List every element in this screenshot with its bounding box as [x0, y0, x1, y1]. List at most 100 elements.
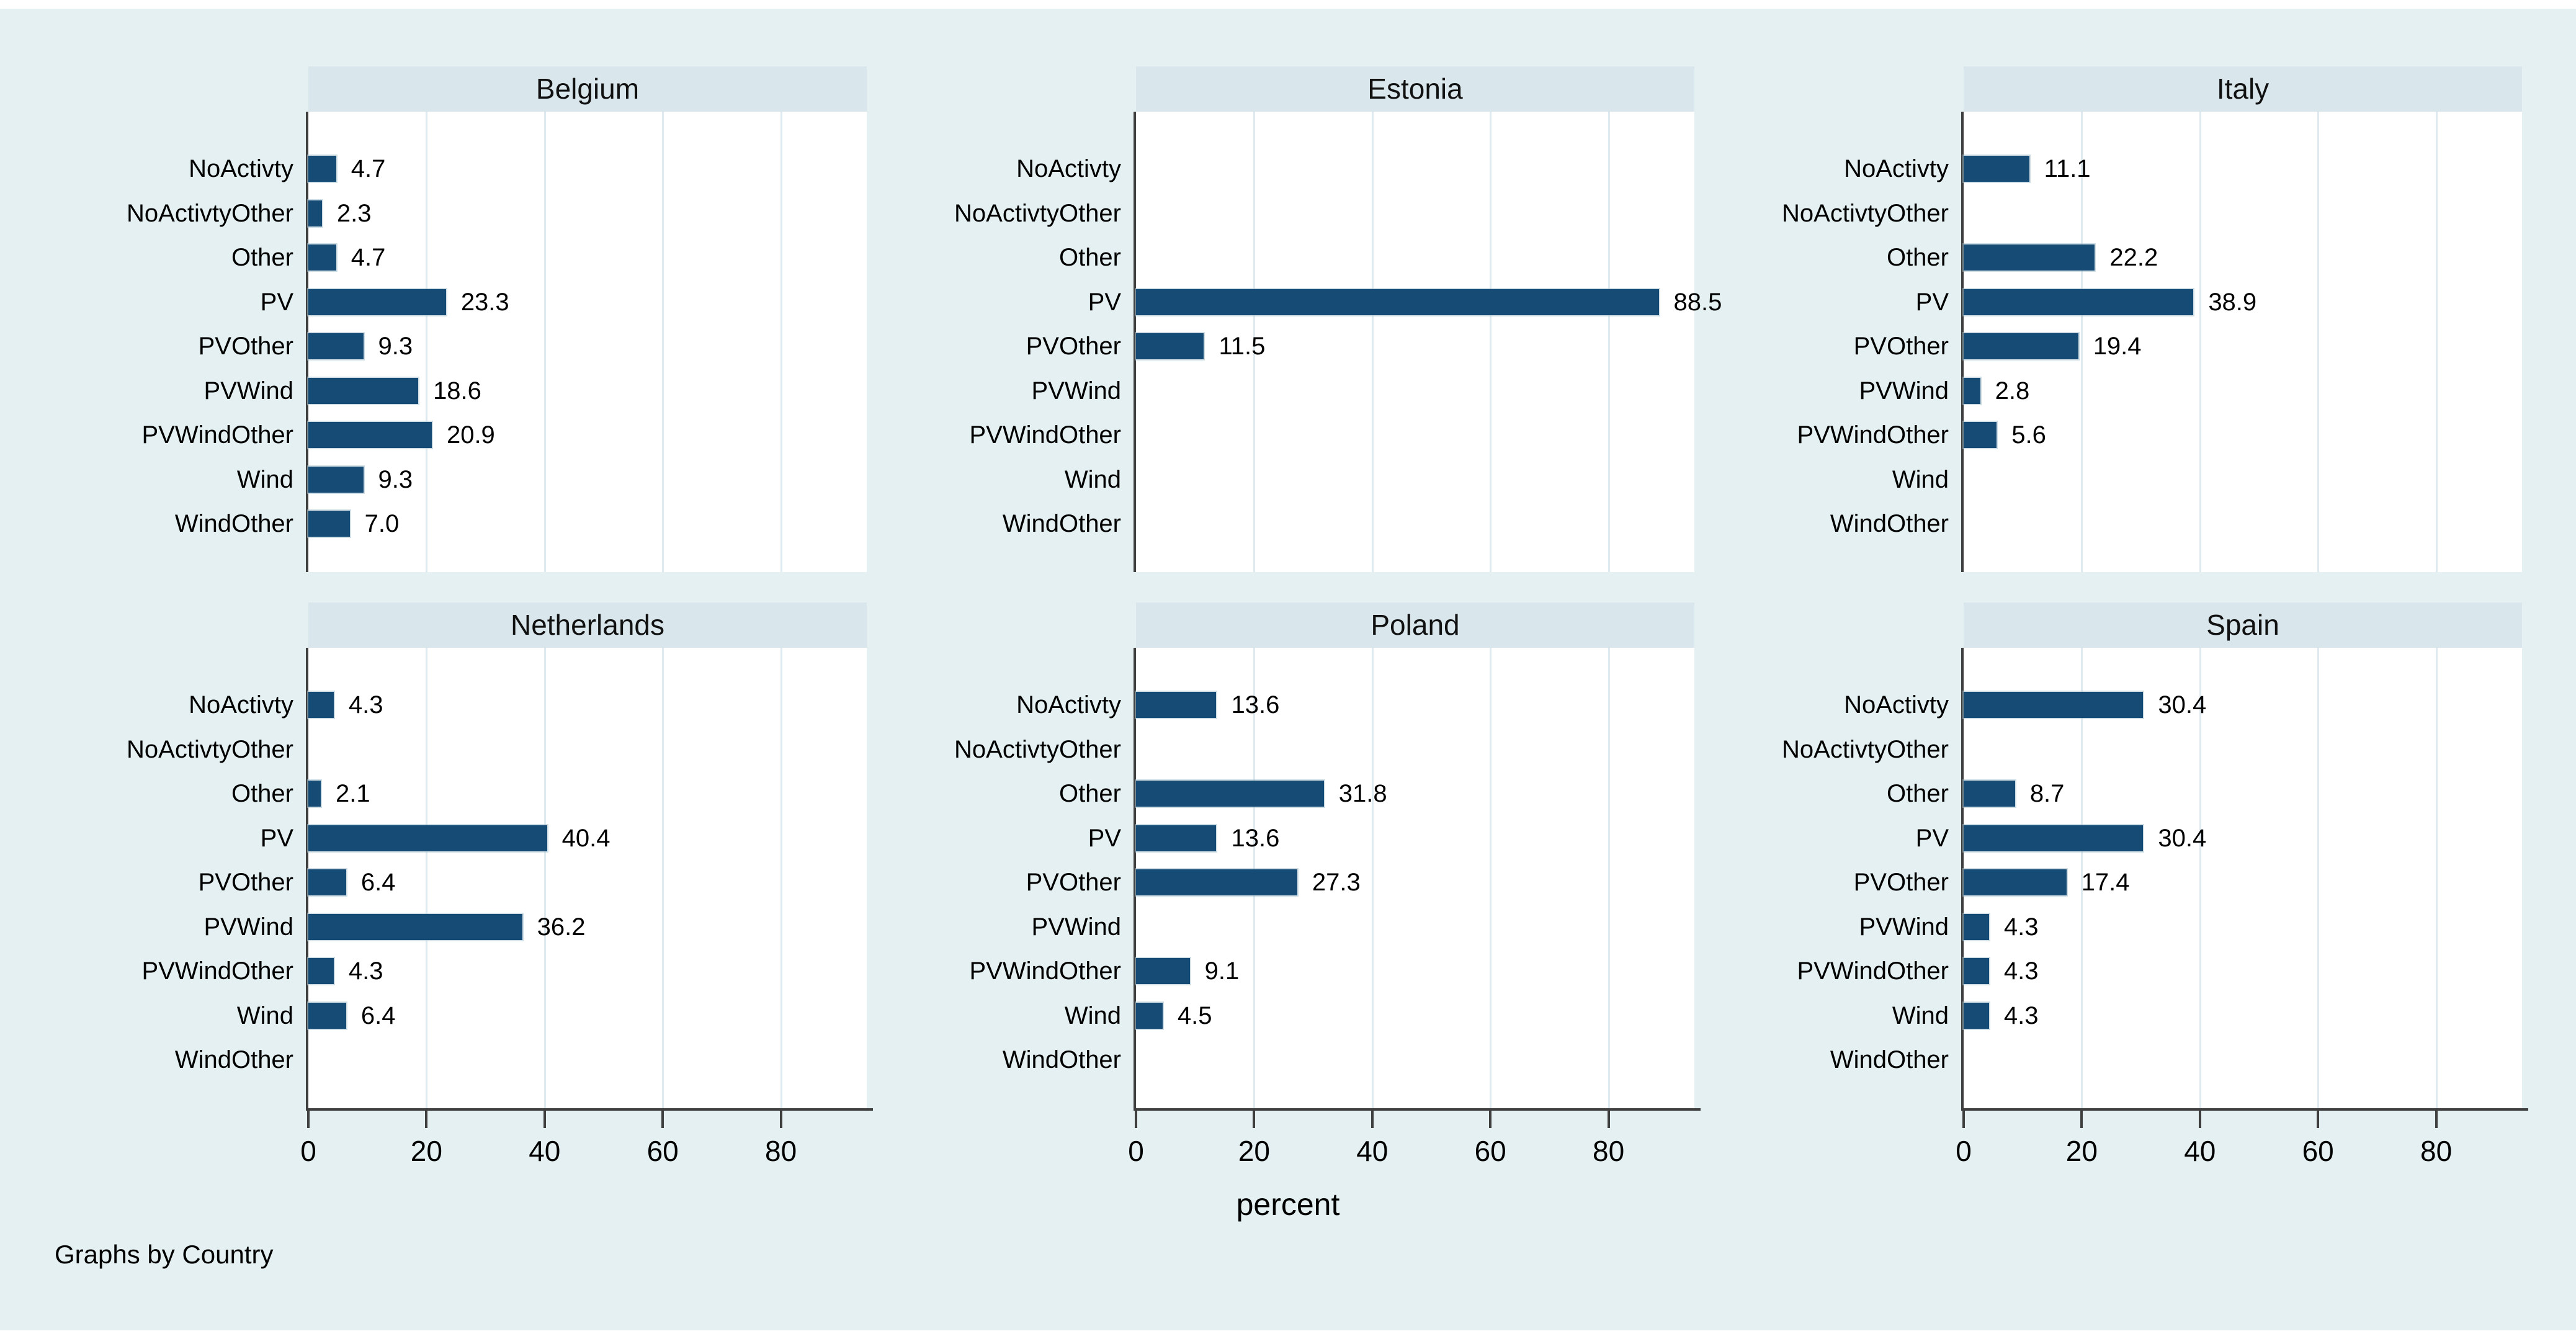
category-label: PVWindOther [1797, 421, 1949, 449]
value-label: 18.6 [433, 377, 481, 405]
category-label: PVOther [1026, 333, 1121, 360]
bar [308, 466, 364, 493]
value-label: 9.1 [1204, 957, 1240, 985]
gridline [780, 112, 782, 572]
x-axis-title: percent [1236, 1187, 1340, 1222]
graphs-by-note: Graphs by Country [55, 1240, 274, 1269]
x-tick-label: 80 [1593, 1135, 1625, 1167]
value-label: 88.5 [1673, 288, 1722, 316]
category-label: PV [1915, 288, 1949, 316]
x-tick-label: 40 [529, 1135, 561, 1167]
x-tick-label: 20 [2065, 1135, 2098, 1167]
bar [308, 333, 364, 359]
category-label: PV [1088, 824, 1121, 852]
category-label: PVWind [203, 913, 294, 941]
y-axis-line [1134, 648, 1136, 1108]
gridline [1490, 112, 1492, 572]
category-label: WindOther [174, 510, 293, 537]
y-axis-line [306, 648, 308, 1108]
value-label: 2.8 [1995, 377, 2030, 405]
gridline [2081, 648, 2083, 1108]
category-label: Wind [1892, 1001, 1949, 1029]
value-label: 5.6 [2011, 421, 2046, 449]
category-label: Wind [1064, 1001, 1121, 1029]
category-label: PVWind [203, 377, 294, 405]
value-label: 7.0 [364, 510, 400, 537]
x-axis-line [1961, 1108, 2528, 1111]
bar [308, 781, 321, 807]
panel-title: Italy [1964, 66, 2522, 112]
value-label: 8.7 [2029, 780, 2065, 807]
plot-area: NoActivty NoActivtyOther Other PV 88.5 PVOthe… [954, 112, 1722, 572]
value-label: 20.9 [446, 421, 495, 449]
gridline [2317, 112, 2320, 572]
gridline [2081, 112, 2083, 572]
category-label: Other [231, 780, 293, 807]
x-axis-line [1134, 1108, 1701, 1111]
bar [1136, 958, 1190, 984]
x-tick [307, 1111, 310, 1128]
gridline [2435, 112, 2438, 572]
bar [308, 958, 334, 984]
panel-title: Netherlands [308, 603, 867, 648]
category-label: NoActivty [1016, 691, 1121, 719]
panel-title: Belgium [308, 66, 867, 112]
value-label: 30.4 [2158, 824, 2207, 852]
category-label: Other [1886, 244, 1949, 271]
x-tick [1489, 1111, 1492, 1128]
category-label: NoActivtyOther [127, 735, 293, 763]
x-tick-label: 60 [2302, 1135, 2334, 1167]
gridline [1371, 112, 1374, 572]
value-label: 4.3 [348, 691, 383, 719]
x-tick [543, 1111, 546, 1128]
x-axis-line [306, 1108, 873, 1111]
x-tick-label: 60 [1474, 1135, 1506, 1167]
category-label: NoActivty [189, 155, 293, 182]
x-tick [1135, 1111, 1137, 1128]
value-label: 4.3 [2003, 913, 2039, 941]
x-tick [425, 1111, 428, 1128]
bar [1136, 869, 1297, 895]
value-label: 13.6 [1231, 691, 1280, 719]
value-label: 31.8 [1338, 780, 1387, 807]
category-label: WindOther [174, 1046, 293, 1073]
category-label: PVOther [1853, 869, 1949, 896]
category-label: NoActivty [1844, 691, 1949, 719]
gridline [426, 648, 428, 1108]
value-label: 4.5 [1177, 1001, 1212, 1029]
x-tick [2198, 1111, 2201, 1128]
category-label: PVWindOther [969, 957, 1121, 985]
x-tick-label: 80 [2420, 1135, 2453, 1167]
bar [308, 511, 350, 537]
bar [1964, 1002, 1989, 1029]
y-axis-line [1961, 648, 1964, 1108]
bar [1964, 958, 1989, 984]
plot-area: NoActivty 4.7 NoActivtyOther 2.3 Other 4.7 PV 2… [127, 112, 867, 572]
bar [1964, 156, 2029, 182]
value-label: 6.4 [360, 1001, 396, 1029]
bar [1964, 289, 2194, 315]
gridline [1371, 648, 1374, 1108]
y-axis-line [1961, 112, 1964, 572]
bar [1964, 422, 1997, 448]
category-label: PVWindOther [969, 421, 1121, 449]
category-label: NoActivtyOther [1782, 735, 1949, 763]
value-label: 4.3 [2003, 957, 2039, 985]
value-label: 23.3 [460, 288, 509, 316]
gridline [780, 648, 782, 1108]
bar [1964, 781, 2015, 807]
bar [1964, 825, 2144, 851]
bar [308, 156, 336, 182]
value-label: 19.4 [2093, 333, 2142, 360]
value-label: 4.7 [351, 155, 386, 182]
bar [308, 913, 522, 940]
bar [1964, 377, 1980, 404]
category-label: WindOther [1830, 1046, 1949, 1073]
gridline [2199, 112, 2201, 572]
x-tick [779, 1111, 782, 1128]
value-label: 30.4 [2158, 691, 2207, 719]
x-tick-label: 60 [646, 1135, 679, 1167]
value-label: 38.9 [2208, 288, 2257, 316]
category-label: PVWind [1031, 913, 1122, 941]
bar [308, 200, 322, 226]
